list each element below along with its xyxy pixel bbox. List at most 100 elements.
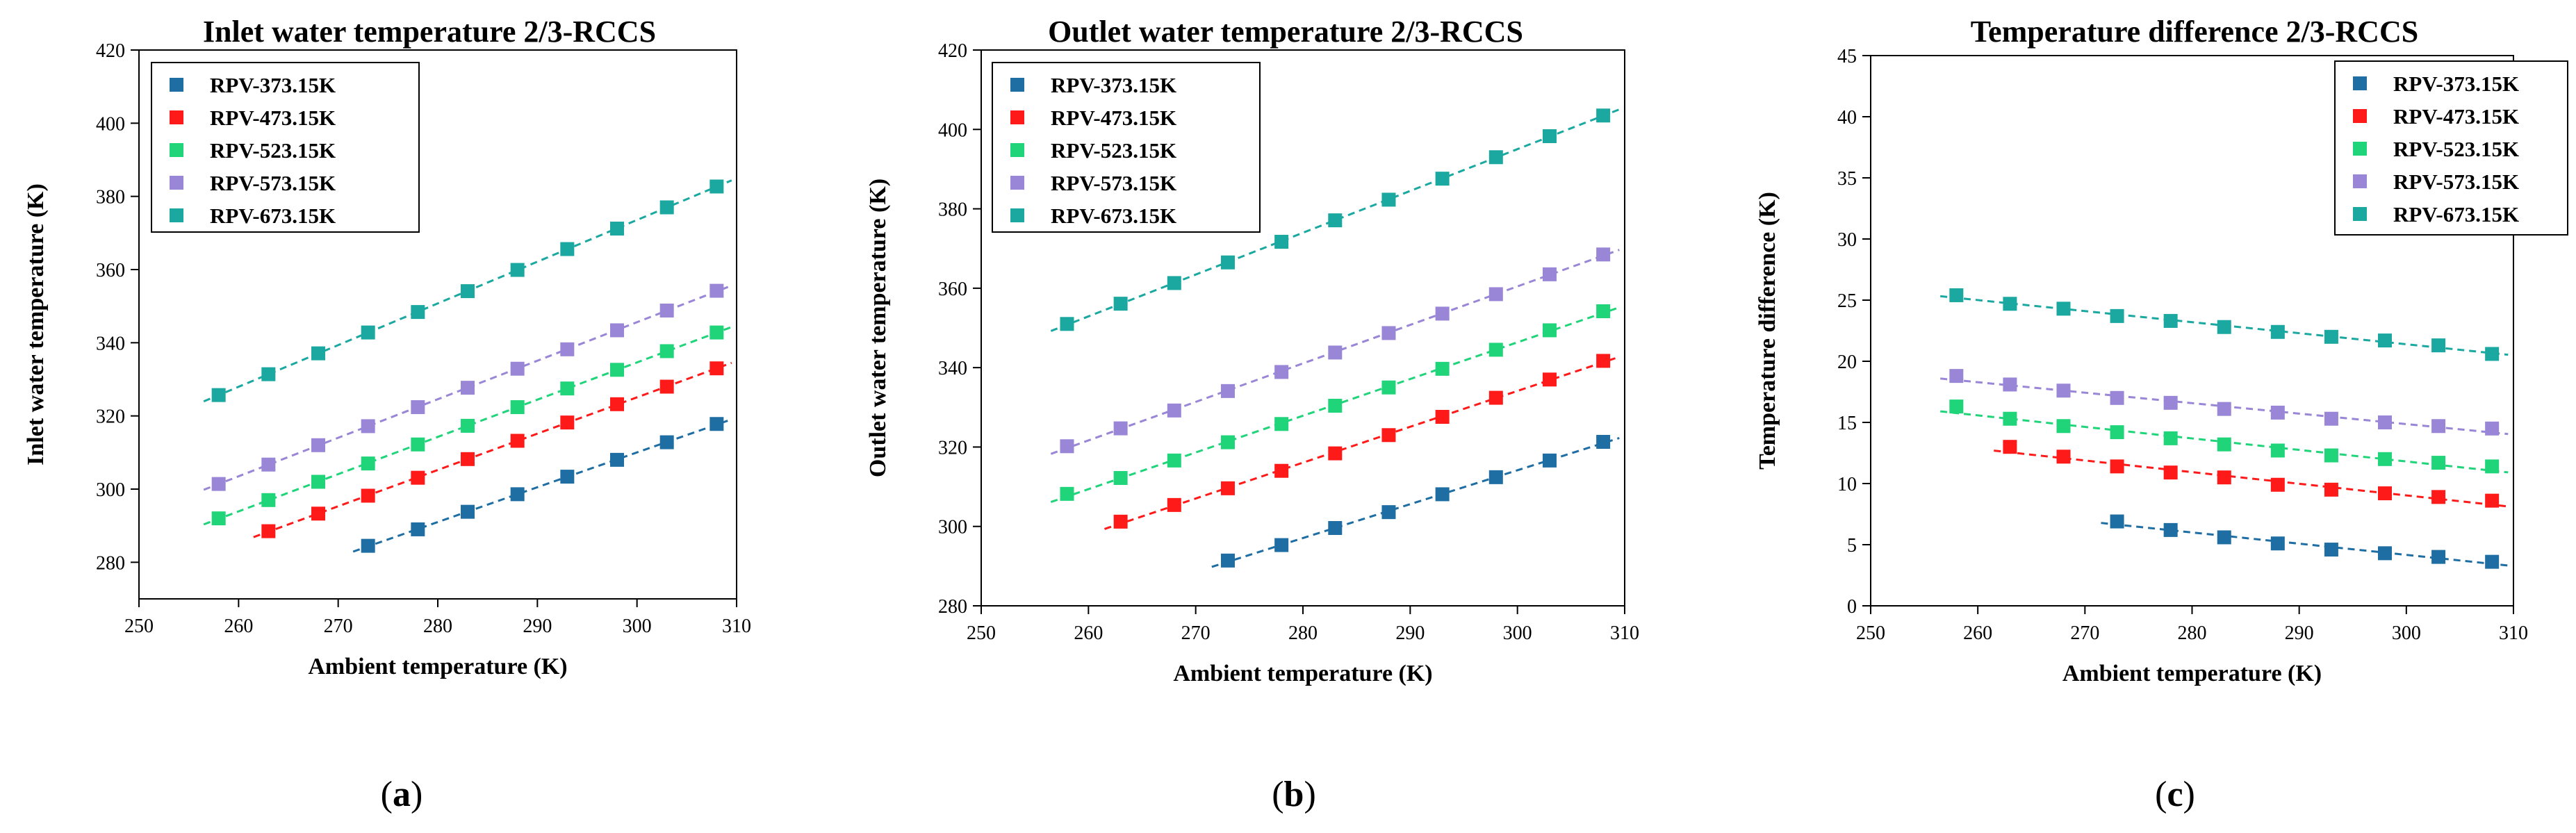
data-point	[2485, 421, 2500, 436]
data-point	[2270, 324, 2285, 339]
y-tick-label: 30	[1837, 229, 1857, 251]
legend-marker	[170, 78, 183, 92]
legend-marker	[170, 176, 183, 190]
data-point	[2378, 452, 2392, 466]
data-point	[1274, 365, 1289, 379]
data-point	[2378, 415, 2392, 429]
data-point	[461, 504, 475, 519]
x-axis-label: Ambient temperature (K)	[1173, 661, 1432, 686]
data-point	[261, 367, 276, 381]
data-point	[1435, 361, 1450, 376]
trendline	[1211, 437, 1620, 568]
data-point	[1220, 255, 1235, 270]
trendline	[352, 418, 732, 553]
trendline	[2101, 522, 2509, 567]
data-point	[1274, 235, 1289, 249]
series-RPV-673.15K	[1050, 108, 1620, 332]
data-point	[510, 361, 525, 376]
series-RPV-373.15K	[2101, 514, 2509, 569]
data-point	[1488, 470, 1503, 484]
data-point	[2324, 411, 2338, 426]
data-point	[1060, 317, 1074, 331]
x-tick-label: 260	[1963, 622, 1992, 644]
data-point	[211, 477, 226, 491]
data-point	[411, 522, 425, 536]
trendline	[253, 361, 732, 538]
data-point	[2378, 546, 2392, 561]
series-RPV-523.15K	[203, 325, 732, 526]
y-tick-label: 360	[96, 260, 125, 281]
legend-label: RPV-373.15K	[1051, 73, 1176, 97]
data-point	[361, 419, 375, 434]
caption-letter: a	[393, 775, 411, 814]
data-point	[2270, 405, 2285, 420]
legend-label: RPV-523.15K	[210, 138, 336, 163]
legend-label: RPV-473.15K	[1051, 106, 1176, 130]
y-axis-label: Temperature difference (K)	[1755, 192, 1780, 470]
data-point	[311, 475, 325, 489]
data-point	[2163, 431, 2178, 445]
data-point	[610, 363, 624, 377]
data-point	[361, 538, 375, 553]
x-axis-label: Ambient temperature (K)	[308, 654, 567, 679]
y-tick-label: 45	[1837, 46, 1857, 67]
data-point	[411, 400, 425, 415]
data-point	[1949, 399, 1964, 414]
data-point	[610, 452, 624, 467]
data-point	[1220, 553, 1235, 568]
legend-label: RPV-573.15K	[210, 171, 336, 195]
series-RPV-573.15K	[1050, 247, 1620, 455]
x-tick-label: 250	[967, 622, 996, 644]
y-tick-label: 300	[938, 517, 967, 538]
data-point	[1167, 276, 1181, 290]
data-point	[709, 283, 724, 298]
data-point	[2003, 297, 2017, 311]
data-point	[1274, 538, 1289, 552]
y-tick-label: 400	[938, 119, 967, 141]
series-RPV-473.15K	[1104, 354, 1620, 530]
data-point	[2431, 490, 2446, 504]
data-point	[261, 493, 276, 507]
data-point	[2324, 482, 2338, 497]
series-RPV-573.15K	[1940, 369, 2509, 436]
legend-label: RPV-373.15K	[2393, 72, 2519, 96]
data-point	[1274, 417, 1289, 431]
data-point	[1596, 247, 1611, 262]
y-tick-label: 25	[1837, 290, 1857, 312]
x-tick-label: 290	[523, 616, 552, 637]
series-RPV-673.15K	[1940, 288, 2509, 361]
data-point	[2270, 443, 2285, 458]
data-point	[2110, 308, 2124, 323]
data-point	[560, 415, 575, 430]
data-point	[610, 397, 624, 411]
chart-panel-a: Inlet water temperature 2/3-RCCS 250 260 27…	[23, 15, 751, 814]
caption-letter: c	[2167, 775, 2183, 814]
data-point	[1488, 390, 1503, 405]
x-tick-label: 270	[1181, 622, 1211, 644]
data-point	[1113, 421, 1128, 436]
data-point	[1220, 481, 1235, 495]
y-tick-label: 320	[938, 437, 967, 459]
data-point	[2431, 338, 2446, 353]
legend-label: RPV-673.15K	[2393, 202, 2519, 226]
legend: RPV-373.15K RPV-473.15K RPV-523.15K RPV-573…	[151, 62, 420, 233]
panel-caption: (c)	[2155, 775, 2195, 814]
data-point	[1542, 267, 1557, 281]
data-point	[261, 524, 276, 538]
legend-marker	[1010, 78, 1024, 92]
legend-marker	[1010, 110, 1024, 124]
data-point	[1328, 446, 1343, 461]
data-point	[659, 379, 674, 394]
data-point	[311, 438, 325, 452]
trendline	[1104, 356, 1620, 530]
data-point	[2056, 419, 2071, 434]
data-point	[2110, 425, 2124, 440]
legend-label: RPV-573.15K	[1051, 171, 1176, 195]
data-point	[1113, 514, 1128, 529]
data-point	[2056, 302, 2071, 316]
legend-marker	[1010, 176, 1024, 190]
y-tick-label: 0	[1847, 596, 1857, 618]
data-point	[2003, 440, 2017, 454]
data-point	[560, 342, 575, 356]
data-point	[1435, 306, 1450, 321]
